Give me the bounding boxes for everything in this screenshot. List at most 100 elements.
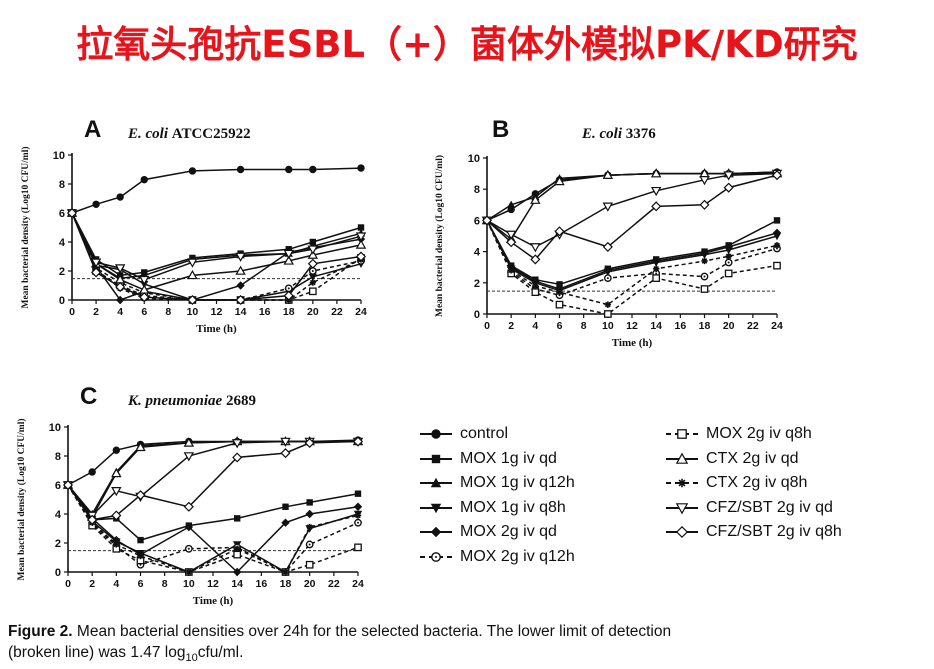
legend-swatch — [666, 478, 698, 488]
x-tick-label: 16 — [259, 306, 271, 318]
data-point — [236, 165, 245, 174]
y-tick-label: 4 — [55, 509, 62, 521]
x-tick-label: 24 — [771, 320, 783, 332]
data-point — [87, 514, 98, 525]
y-tick-label: 0 — [59, 295, 65, 307]
data-point — [231, 439, 243, 449]
data-point — [723, 182, 734, 193]
series-control — [483, 168, 781, 225]
organism-name: E. coli — [581, 126, 626, 142]
x-tick-label: 18 — [699, 320, 711, 332]
data-point — [532, 282, 539, 290]
x-tick-label: 20 — [723, 320, 735, 332]
data-point-center — [308, 543, 311, 546]
series-line — [486, 220, 778, 315]
x-axis-label: Time (h) — [196, 323, 237, 335]
y-tick-label: 2 — [474, 278, 480, 290]
data-point — [115, 281, 126, 292]
data-point — [355, 239, 367, 249]
data-point — [306, 523, 313, 531]
data-point — [724, 242, 733, 252]
legend-marker — [430, 477, 442, 488]
data-point — [355, 251, 367, 262]
series-cfz-sbt-2g-iv-q8h — [481, 170, 783, 265]
data-point-center — [655, 272, 658, 275]
organism-name: K. pneumoniae — [127, 393, 226, 409]
data-point — [700, 285, 709, 293]
x-tick-label: 0 — [65, 578, 71, 590]
data-point — [554, 175, 565, 186]
data-point — [135, 490, 146, 501]
legend-label: MOX 2g iv q12h — [460, 547, 575, 565]
data-point — [554, 226, 565, 237]
panel-letter: C — [80, 383, 97, 410]
x-axis-label: Time (h) — [193, 595, 234, 607]
data-point — [308, 273, 318, 281]
series-ctx-2g-iv-qd — [66, 207, 367, 294]
data-point — [185, 568, 193, 576]
y-tick-label: 2 — [59, 266, 65, 278]
data-point — [111, 467, 122, 478]
x-tick-label: 6 — [141, 306, 147, 318]
data-point — [233, 550, 242, 559]
y-tick-label: 10 — [49, 422, 61, 434]
figure-caption: Figure 2. Mean bacterial densities over … — [8, 621, 928, 669]
data-point — [307, 245, 319, 255]
data-point — [652, 265, 660, 272]
data-point — [530, 254, 541, 265]
series-line — [67, 484, 359, 573]
legend-swatch — [420, 551, 452, 562]
data-point — [112, 446, 121, 454]
data-point — [773, 261, 781, 270]
series-line — [71, 167, 362, 214]
legend-swatch — [420, 503, 452, 513]
x-tick-label: 2 — [93, 306, 99, 318]
series-line — [67, 484, 359, 574]
data-point — [530, 243, 541, 253]
caption-line2-sub: 10 — [185, 652, 198, 665]
x-tick-label: 8 — [162, 578, 168, 590]
data-point — [111, 510, 122, 521]
data-point — [354, 543, 362, 552]
panel-heading: E. coli 3376 — [581, 126, 656, 142]
legend-marker — [675, 525, 689, 539]
data-point — [233, 515, 241, 522]
series-mox-1g-iv-q12h — [482, 167, 782, 224]
data-point — [282, 503, 289, 510]
data-point — [531, 288, 540, 297]
data-point — [603, 310, 612, 318]
data-point — [650, 168, 662, 178]
data-point — [701, 257, 708, 265]
data-point — [357, 164, 365, 172]
data-point — [354, 512, 362, 519]
organism-name: E. coli — [127, 126, 172, 142]
data-point — [531, 277, 540, 286]
series-line — [486, 172, 777, 241]
legend-swatch — [420, 477, 452, 488]
data-point — [115, 295, 125, 305]
data-point — [773, 242, 781, 249]
x-tick-label: 20 — [304, 578, 316, 590]
x-tick-label: 24 — [352, 578, 364, 590]
panel-letter: A — [84, 116, 101, 143]
x-tick-label: 10 — [183, 578, 195, 590]
legend-label: CFZ/SBT 2g iv q8h — [706, 523, 842, 540]
data-point — [112, 535, 121, 545]
data-point — [602, 241, 613, 252]
data-point — [91, 267, 102, 278]
x-tick-label: 22 — [331, 306, 343, 318]
data-point — [235, 252, 246, 262]
strain-name: 2689 — [226, 393, 256, 409]
x-tick-label: 2 — [89, 578, 95, 590]
series-mox-1g-iv-q8h — [482, 217, 782, 295]
y-tick-label: 4 — [474, 247, 481, 259]
legend-swatch — [420, 429, 452, 439]
series-mox-2g-iv-q12h — [64, 481, 362, 576]
data-point — [651, 201, 662, 212]
series-cfz-sbt-2g-iv-q8h — [62, 436, 364, 525]
y-tick-label: 6 — [59, 208, 65, 220]
x-tick-label: 8 — [165, 306, 171, 318]
data-point — [556, 288, 563, 296]
